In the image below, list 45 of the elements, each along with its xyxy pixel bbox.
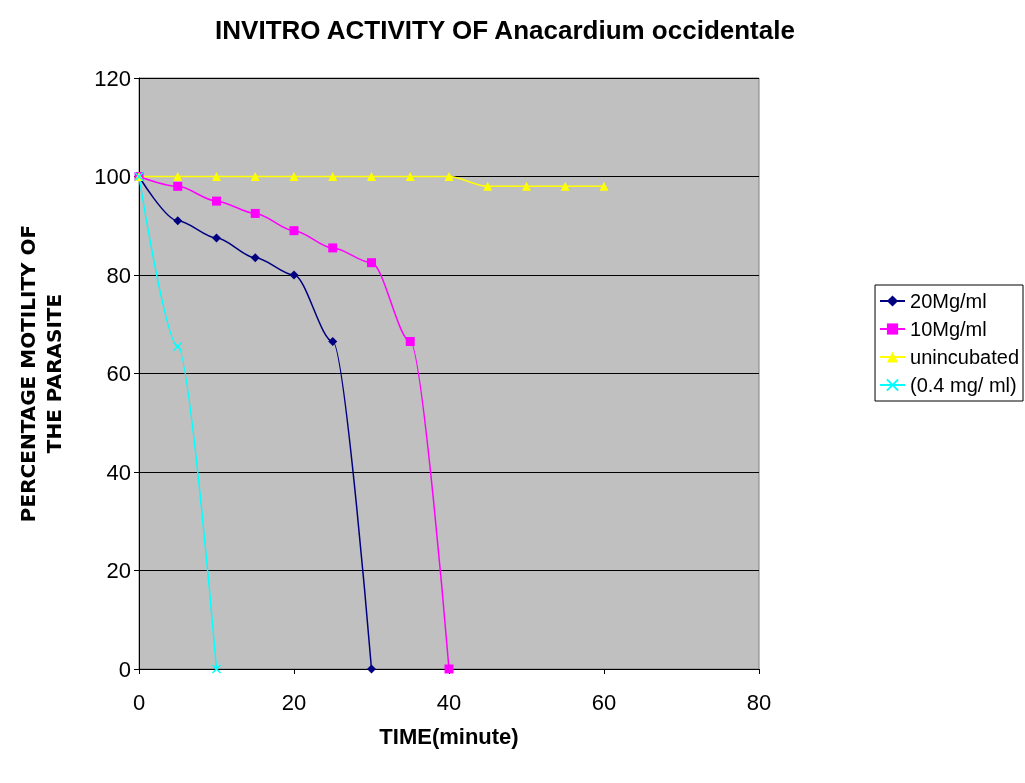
- legend-label: 20Mg/ml: [910, 290, 987, 312]
- y-tick-label: 20: [106, 558, 131, 583]
- y-tick-label: 0: [118, 656, 131, 682]
- point: [405, 172, 415, 181]
- x-tick-label: 40: [436, 689, 462, 715]
- point: [250, 208, 260, 218]
- point: [173, 216, 183, 226]
- point: [289, 172, 299, 181]
- y-tick-label: 100: [94, 164, 131, 189]
- y-axis-title: PERCENTAGE MOTILITY OF THE PARASITE: [16, 224, 66, 523]
- point: [328, 172, 338, 181]
- y-tick-label: 40: [106, 459, 131, 485]
- x-tick-label: 80: [746, 689, 772, 715]
- x-axis-title: TIME(minute): [379, 723, 519, 749]
- legend-label: unincubated: [910, 346, 1019, 368]
- point: [367, 664, 376, 674]
- y-tick-label: 120: [94, 65, 131, 91]
- point: [599, 181, 609, 191]
- point: [367, 258, 376, 268]
- point: [405, 336, 415, 346]
- point: [211, 664, 222, 674]
- x-tick-label: 60: [591, 689, 617, 715]
- point: [289, 270, 299, 280]
- y-tick-label: 80: [106, 262, 131, 288]
- point: [212, 233, 221, 243]
- point: [444, 172, 454, 181]
- point: [173, 181, 183, 191]
- point: [250, 172, 260, 181]
- point: [212, 196, 221, 206]
- point: [289, 226, 299, 236]
- x-tick-label: 20: [281, 689, 307, 715]
- point: [367, 172, 376, 181]
- point: [444, 664, 454, 674]
- chart-title: INVITRO ACTIVITY OF Anacardium occidentale: [215, 15, 795, 45]
- point: [328, 336, 338, 346]
- point: [212, 172, 221, 181]
- legend-label: (0.4 mg/ ml): [910, 374, 1017, 396]
- legend-label: 10Mg/ml: [910, 318, 987, 340]
- point: [483, 181, 493, 191]
- y-tick-label: 60: [106, 361, 131, 386]
- point: [173, 341, 183, 352]
- point: [560, 181, 570, 191]
- point: [522, 181, 531, 191]
- point: [173, 172, 183, 181]
- point: [328, 243, 338, 253]
